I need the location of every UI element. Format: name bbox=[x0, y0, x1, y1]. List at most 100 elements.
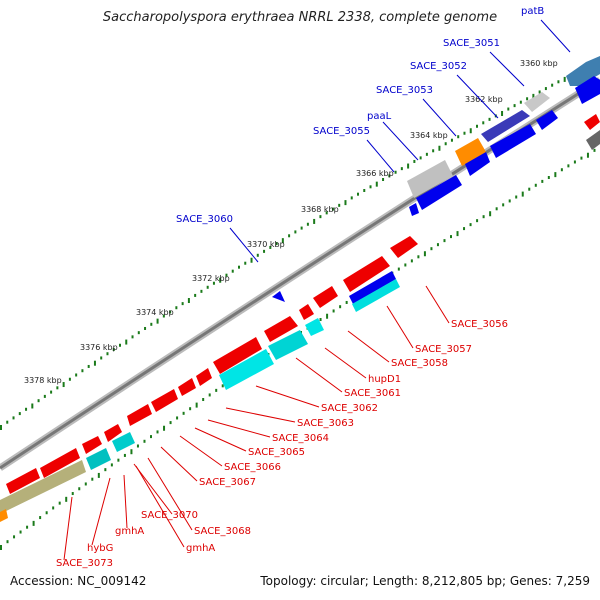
feature-red-1[interactable] bbox=[390, 236, 418, 258]
feature-sace3053[interactable] bbox=[455, 138, 486, 166]
feature-cyan-3068[interactable] bbox=[112, 432, 135, 452]
feature-cyan-3057[interactable] bbox=[352, 279, 400, 312]
gene-label[interactable]: gmhA bbox=[186, 543, 215, 554]
gene-label[interactable]: SACE_3068 bbox=[194, 526, 251, 537]
reverse-feature-blocks bbox=[0, 271, 400, 522]
tick-mark bbox=[19, 530, 22, 534]
outer-gene-labels: patB SACE_3051 SACE_3052 SACE_3053 paaL SACE_… bbox=[176, 6, 571, 263]
tick-mark bbox=[394, 170, 397, 174]
feature-red-7[interactable] bbox=[196, 368, 212, 386]
feature-blue-4[interactable] bbox=[465, 152, 490, 176]
tick-mark bbox=[225, 273, 228, 277]
tick-mark bbox=[344, 200, 347, 206]
tick-mark bbox=[425, 152, 428, 156]
feature-cyan-3063[interactable] bbox=[219, 349, 274, 390]
tick-mark bbox=[507, 107, 510, 111]
gene-label[interactable]: SACE_3063 bbox=[297, 418, 354, 429]
tick-mark bbox=[176, 416, 179, 420]
gene-label[interactable]: SACE_3066 bbox=[224, 462, 281, 473]
tick-mark bbox=[169, 421, 172, 425]
feature-red-3[interactable] bbox=[313, 286, 338, 308]
tick-mark bbox=[432, 149, 435, 153]
feature-red-14[interactable] bbox=[6, 468, 40, 494]
tick-mark bbox=[231, 269, 234, 273]
gene-label[interactable]: SACE_3058 bbox=[391, 358, 448, 369]
label-leader-line bbox=[255, 385, 320, 408]
accession-text: Accession: NC_009142 bbox=[10, 574, 147, 588]
feature-red-12[interactable] bbox=[82, 436, 102, 454]
gene-label[interactable]: SACE_3073 bbox=[56, 558, 113, 569]
gene-label[interactable]: SACE_3067 bbox=[199, 477, 256, 488]
gene-label[interactable]: SACE_3061 bbox=[344, 388, 401, 399]
gene-label[interactable]: SACE_3051 bbox=[443, 38, 500, 49]
tick-mark bbox=[450, 138, 453, 142]
tick-mark bbox=[78, 487, 81, 491]
feature-grey-right[interactable] bbox=[586, 130, 600, 150]
tick-mark bbox=[502, 203, 505, 207]
gene-label[interactable]: SACE_3053 bbox=[376, 85, 433, 96]
tick-mark bbox=[52, 506, 55, 510]
feature-blue-3058[interactable] bbox=[349, 271, 396, 304]
tick-mark bbox=[104, 468, 107, 472]
tick-mark bbox=[137, 331, 140, 335]
feature-cyan-3062[interactable] bbox=[268, 330, 308, 360]
feature-olive-hybG[interactable] bbox=[0, 460, 86, 514]
tick-mark bbox=[244, 261, 247, 265]
tick-mark bbox=[482, 215, 485, 219]
tick-mark bbox=[25, 407, 28, 411]
feature-red-right[interactable] bbox=[584, 114, 600, 130]
tick-mark bbox=[326, 313, 329, 319]
tick-mark bbox=[208, 393, 211, 397]
feature-blue-2[interactable] bbox=[536, 110, 558, 130]
gene-label[interactable]: SACE_3060 bbox=[176, 214, 233, 225]
gene-label[interactable]: gmhA bbox=[115, 526, 144, 537]
gene-label[interactable]: SACE_3055 bbox=[313, 126, 370, 137]
tick-mark bbox=[71, 492, 74, 496]
feature-blue-1[interactable] bbox=[575, 76, 600, 104]
feature-blue-6[interactable] bbox=[409, 203, 419, 216]
feature-red-4[interactable] bbox=[299, 304, 314, 320]
feature-red-6[interactable] bbox=[213, 337, 262, 374]
feature-cyan-gmhA[interactable] bbox=[86, 448, 111, 470]
feature-paaL[interactable] bbox=[407, 160, 453, 198]
tick-mark bbox=[156, 430, 159, 434]
inner-gene-labels: SACE_3056 SACE_3057 SACE_3058 hupD1 SACE_306… bbox=[56, 285, 508, 569]
gene-label[interactable]: SACE_3057 bbox=[415, 344, 472, 355]
tick-mark bbox=[444, 142, 447, 146]
feature-red-9[interactable] bbox=[151, 389, 178, 412]
tick-mark bbox=[489, 211, 492, 217]
tick-mark bbox=[554, 172, 557, 178]
feature-red-2[interactable] bbox=[343, 256, 390, 292]
tick-mark bbox=[319, 215, 322, 219]
feature-orange-3073[interactable] bbox=[0, 509, 8, 522]
feature-red-11[interactable] bbox=[104, 424, 122, 442]
tick-mark bbox=[119, 343, 121, 347]
tick-mark bbox=[332, 309, 335, 313]
feature-blue-small[interactable] bbox=[272, 291, 285, 302]
gene-label[interactable]: SACE_3062 bbox=[321, 403, 378, 414]
feature-red-10[interactable] bbox=[127, 404, 152, 426]
outer-feature-blocks bbox=[272, 56, 600, 302]
tick-mark bbox=[369, 185, 372, 189]
tick-mark bbox=[58, 501, 61, 505]
feature-sace3052[interactable] bbox=[481, 110, 530, 142]
label-leader-line bbox=[489, 51, 525, 87]
gene-label[interactable]: SACE_3052 bbox=[410, 61, 467, 72]
gene-label[interactable]: SACE_3056 bbox=[451, 319, 508, 330]
feature-cyan-hup[interactable] bbox=[305, 318, 324, 336]
feature-red-8[interactable] bbox=[178, 378, 196, 396]
gene-label[interactable]: paaL bbox=[367, 111, 392, 122]
gene-label[interactable]: hybG bbox=[87, 543, 113, 554]
feature-sace3051[interactable] bbox=[524, 92, 550, 112]
scale-label-group: 3360 kbp 3362 kbp 3364 kbp 3366 kbp 3368 kbp… bbox=[24, 59, 558, 385]
gene-label[interactable]: SACE_3064 bbox=[272, 433, 329, 444]
gene-label[interactable]: hupD1 bbox=[368, 374, 401, 385]
gene-label[interactable]: SACE_3070 bbox=[141, 510, 198, 521]
feature-blue-5[interactable] bbox=[416, 175, 462, 210]
feature-blue-3[interactable] bbox=[490, 124, 536, 158]
feature-red-5[interactable] bbox=[264, 316, 298, 342]
feature-red-13[interactable] bbox=[40, 448, 80, 478]
gene-label[interactable]: SACE_3065 bbox=[248, 447, 305, 458]
gene-label[interactable]: patB bbox=[521, 6, 544, 17]
scale-label: 3378 kbp bbox=[24, 376, 62, 385]
